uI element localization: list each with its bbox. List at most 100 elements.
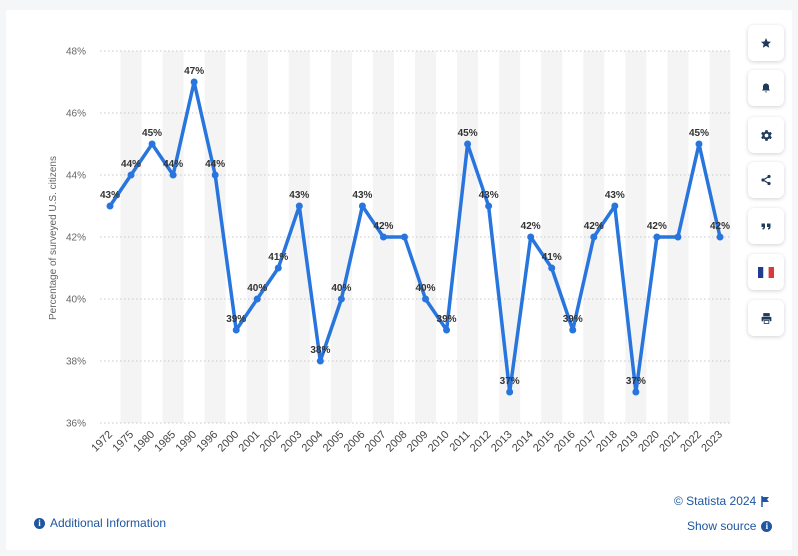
x-tick-label: 1980 bbox=[131, 429, 157, 455]
x-tick-label: 1985 bbox=[152, 429, 178, 455]
data-label-2012: 43% bbox=[479, 190, 499, 201]
additional-information-label: Additional Information bbox=[50, 516, 167, 530]
x-tick-label: 2012 bbox=[468, 429, 494, 455]
y-tick-label: 42% bbox=[66, 233, 86, 244]
data-point-2022[interactable] bbox=[695, 140, 703, 148]
data-label-2020: 42% bbox=[647, 221, 667, 232]
x-tick-label: 2011 bbox=[447, 429, 472, 454]
show-source-link[interactable]: Show source i bbox=[687, 519, 773, 533]
data-point-2005[interactable] bbox=[337, 295, 345, 303]
copyright-label: © Statista 2024 bbox=[674, 494, 757, 508]
x-tick-label: 2022 bbox=[678, 429, 704, 455]
bell-icon bbox=[762, 83, 770, 93]
data-point-2016[interactable] bbox=[569, 326, 577, 334]
gear-icon bbox=[760, 129, 772, 141]
x-tick-label: 2004 bbox=[300, 429, 326, 455]
data-point-2006[interactable] bbox=[358, 202, 366, 210]
data-label-2017: 42% bbox=[584, 221, 604, 232]
data-point-1972[interactable] bbox=[106, 202, 114, 210]
settings-button[interactable] bbox=[748, 117, 784, 153]
y-axis-label: Percentage of surveyed U.S. citizens bbox=[48, 156, 59, 320]
data-point-1996[interactable] bbox=[211, 171, 219, 179]
data-label-2009: 40% bbox=[416, 283, 436, 294]
share-icon bbox=[761, 174, 771, 186]
y-axis-ticks: 36% 38% 40% 42% 44% 46% 48% bbox=[66, 47, 86, 430]
data-label-1980: 45% bbox=[142, 128, 162, 139]
data-point-2001[interactable] bbox=[253, 295, 261, 303]
data-point-2017[interactable] bbox=[590, 233, 598, 241]
info-icon: i bbox=[761, 520, 773, 532]
x-tick-label: 2002 bbox=[258, 429, 284, 455]
data-label-2014: 42% bbox=[521, 221, 541, 232]
data-point-2004[interactable] bbox=[316, 357, 324, 365]
data-label-2019: 37% bbox=[626, 376, 646, 387]
x-tick-label: 2010 bbox=[426, 429, 452, 455]
notification-button[interactable] bbox=[748, 70, 784, 106]
band-1975 bbox=[120, 51, 142, 423]
data-point-2002[interactable] bbox=[274, 264, 282, 272]
data-point-2009[interactable] bbox=[422, 295, 430, 303]
x-tick-label: 2016 bbox=[552, 429, 578, 455]
x-tick-label: 2007 bbox=[363, 429, 389, 455]
share-button[interactable] bbox=[748, 162, 784, 198]
data-label-2003: 43% bbox=[289, 190, 309, 201]
quote-icon bbox=[761, 223, 771, 230]
data-point-2007[interactable] bbox=[379, 233, 387, 241]
x-tick-label: 1975 bbox=[110, 429, 136, 455]
y-tick-label: 48% bbox=[66, 47, 86, 58]
cite-button[interactable] bbox=[748, 208, 784, 244]
data-point-1980[interactable] bbox=[148, 140, 156, 148]
favorite-button[interactable] bbox=[748, 25, 784, 61]
data-point-1985[interactable] bbox=[169, 171, 177, 179]
data-label-2013: 37% bbox=[500, 376, 520, 387]
x-tick-label: 2009 bbox=[405, 429, 431, 455]
data-point-2019[interactable] bbox=[632, 388, 640, 396]
additional-information-link[interactable]: i Additional Information bbox=[34, 516, 166, 530]
data-point-2023[interactable] bbox=[716, 233, 724, 241]
data-point-2000[interactable] bbox=[232, 326, 240, 334]
x-tick-label: 1996 bbox=[194, 429, 220, 455]
data-point-2008[interactable] bbox=[400, 233, 408, 241]
y-tick-label: 44% bbox=[66, 171, 86, 182]
data-point-2021[interactable] bbox=[674, 233, 682, 241]
data-point-1975[interactable] bbox=[127, 171, 135, 179]
language-button[interactable] bbox=[748, 254, 784, 290]
band-2009 bbox=[415, 51, 437, 423]
data-point-2018[interactable] bbox=[611, 202, 619, 210]
x-tick-label: 2014 bbox=[510, 429, 536, 455]
y-tick-label: 40% bbox=[66, 295, 86, 306]
data-point-2003[interactable] bbox=[295, 202, 303, 210]
band-2011 bbox=[457, 51, 479, 423]
data-point-2014[interactable] bbox=[527, 233, 535, 241]
show-source-label: Show source bbox=[687, 519, 757, 533]
data-point-2015[interactable] bbox=[548, 264, 556, 272]
x-tick-label: 1990 bbox=[173, 429, 199, 455]
data-point-2011[interactable] bbox=[464, 140, 472, 148]
data-label-2022: 45% bbox=[689, 128, 709, 139]
x-tick-label: 2017 bbox=[573, 429, 599, 455]
star-icon bbox=[761, 38, 771, 48]
y-tick-label: 36% bbox=[66, 419, 86, 430]
data-point-2013[interactable] bbox=[506, 388, 514, 396]
french-flag-icon bbox=[758, 266, 774, 278]
data-label-2001: 40% bbox=[247, 283, 267, 294]
print-button[interactable] bbox=[748, 300, 784, 336]
y-tick-label: 38% bbox=[66, 357, 86, 368]
data-points bbox=[106, 78, 724, 396]
data-label-1996: 44% bbox=[205, 159, 225, 170]
data-label-2004: 38% bbox=[310, 345, 330, 356]
data-label-2007: 42% bbox=[373, 221, 393, 232]
x-tick-label: 2005 bbox=[321, 429, 347, 455]
statista-copyright-link[interactable]: © Statista 2024 bbox=[674, 494, 770, 508]
data-label-2016: 39% bbox=[563, 314, 583, 325]
data-point-2020[interactable] bbox=[653, 233, 661, 241]
data-point-1990[interactable] bbox=[190, 78, 198, 86]
data-point-2010[interactable] bbox=[443, 326, 451, 334]
x-tick-label: 2019 bbox=[615, 429, 641, 455]
data-label-1972: 43% bbox=[100, 190, 120, 201]
data-label-1985: 44% bbox=[163, 159, 183, 170]
data-point-2012[interactable] bbox=[485, 202, 493, 210]
series-line bbox=[108, 80, 722, 394]
x-tick-label: 2021 bbox=[657, 429, 683, 455]
